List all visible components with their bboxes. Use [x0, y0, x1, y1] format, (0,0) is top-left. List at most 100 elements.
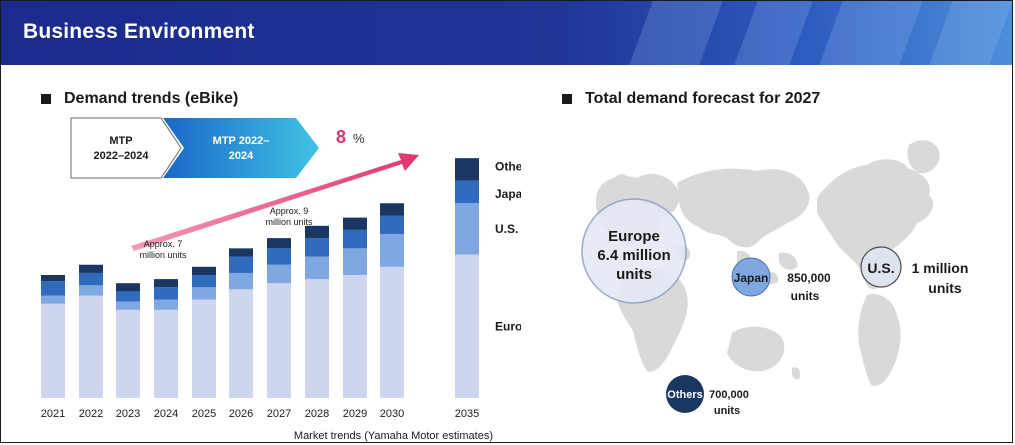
bar-2022-europe	[79, 295, 103, 398]
bubble-others	[666, 375, 704, 413]
bar-2028-others	[305, 225, 329, 239]
bullet-square-icon	[562, 94, 572, 104]
page-title: Business Environment	[23, 20, 255, 43]
bar-2035-us	[455, 203, 479, 255]
demand-trends-chart: MTP 2022–2024 MTP 2022– 2024 8 % 2021 202…	[41, 117, 521, 442]
right-section-title: Total demand forecast for 2027	[562, 90, 820, 108]
bar-2022-others	[79, 264, 103, 273]
bar-2026-us	[229, 272, 253, 290]
header-banner: Business Environment	[1, 1, 1012, 65]
growth-arrow-icon	[131, 153, 419, 251]
mtp-current-line1: MTP 2022–	[213, 135, 270, 147]
others-label-line3: units	[714, 405, 740, 417]
mtp-current-chevron	[163, 118, 319, 178]
legend-us: U.S.	[495, 222, 518, 236]
bar-2021-us	[41, 295, 65, 304]
bar-2023-europe	[116, 309, 140, 398]
x-tick-2022: 2022	[79, 408, 103, 420]
bubble-us	[860, 246, 902, 288]
bubble-europe	[581, 198, 687, 304]
bar-2035-europe	[455, 254, 479, 398]
x-tick-2024: 2024	[154, 408, 178, 420]
world-map-icon	[595, 140, 940, 386]
left-section-title: Demand trends (eBike)	[41, 90, 238, 108]
bar-2021-others	[41, 275, 65, 282]
bar-2027-us	[267, 264, 291, 284]
x-tick-2023: 2023	[116, 408, 140, 420]
bar-2029-europe	[343, 275, 367, 398]
japan-label-line3: units	[791, 289, 820, 303]
bar-2023-us	[116, 301, 140, 310]
annotation-2-line-1: Approx. 9	[270, 206, 309, 216]
annotation-1-line-1: Approx. 7	[144, 239, 183, 249]
bar-2030-europe	[380, 266, 404, 398]
bar-2027-japan	[267, 248, 291, 265]
bar-2025-japan	[192, 275, 216, 288]
legend-others: Others	[495, 159, 521, 173]
bullet-square-icon	[41, 94, 51, 104]
x-tick-2030: 2030	[380, 408, 404, 420]
right-section-title-text: Total demand forecast for 2027	[585, 90, 821, 107]
bar-2025-others	[192, 266, 216, 275]
mtp-current-line2: 2024	[229, 150, 254, 162]
europe-label-line3: units	[616, 266, 652, 283]
us-label-line2: 1 million	[912, 260, 969, 276]
growth-value: 8	[336, 127, 346, 147]
bar-2024-japan	[154, 287, 178, 300]
bubble-japan	[731, 257, 771, 297]
mtp-past-line2: 2022–2024	[93, 150, 149, 162]
bar-2028-europe	[305, 279, 329, 398]
x-tick-2028: 2028	[305, 408, 329, 420]
japan-label-line2: 850,000	[787, 271, 831, 285]
bars-group	[41, 158, 479, 398]
others-label-line1: Others	[667, 389, 702, 401]
bar-2028-japan	[305, 238, 329, 257]
bar-2026-others	[229, 248, 253, 257]
bar-2027-others	[267, 238, 291, 249]
europe-label-line1: Europe	[608, 228, 660, 245]
bar-2021-europe	[41, 303, 65, 398]
bar-2029-us	[343, 248, 367, 275]
mtp-past-chevron	[70, 117, 182, 179]
bar-2025-us	[192, 287, 216, 300]
us-label-line3: units	[928, 280, 962, 296]
japan-label-line1: Japan	[734, 271, 769, 285]
x-tick-2025: 2025	[192, 408, 216, 420]
bar-2026-europe	[229, 289, 253, 398]
bar-2030-japan	[380, 215, 404, 234]
source-note: Market trends (Yamaha Motor estimates)	[294, 430, 493, 442]
bar-2023-others	[116, 283, 140, 292]
bar-2029-japan	[343, 229, 367, 249]
bar-2035-japan	[455, 180, 479, 204]
legend-japan: Japan	[495, 187, 521, 201]
bar-2021-japan	[41, 281, 65, 296]
annotation-1-line-2: million units	[139, 250, 187, 260]
bar-2023-japan	[116, 291, 140, 302]
left-section-title-text: Demand trends (eBike)	[64, 90, 239, 107]
bar-2024-others	[154, 279, 178, 288]
bar-2024-us	[154, 299, 178, 310]
bar-2022-us	[79, 285, 103, 296]
x-tick-labels: 2021 2022 2023 2024 2025 2026 2027 2028 2029 2030…	[41, 408, 479, 420]
x-tick-2035: 2035	[455, 408, 479, 420]
bar-2025-europe	[192, 299, 216, 398]
annotation-2-line-2: million units	[265, 217, 313, 227]
others-label-line2: 700,000	[709, 389, 749, 401]
mtp-past-line1: MTP	[109, 135, 132, 147]
legend-europe: Europe	[495, 319, 521, 333]
bar-2030-us	[380, 234, 404, 267]
bar-2027-europe	[267, 283, 291, 398]
bar-2024-europe	[154, 309, 178, 398]
bar-2028-us	[305, 256, 329, 280]
us-label-line1: U.S.	[867, 260, 894, 276]
bar-2035-others	[455, 158, 479, 181]
europe-label-line2: 6.4 million	[597, 247, 670, 264]
bar-2029-others	[343, 217, 367, 230]
bar-2030-others	[380, 203, 404, 216]
x-tick-2026: 2026	[229, 408, 253, 420]
x-tick-2029: 2029	[343, 408, 367, 420]
x-tick-2021: 2021	[41, 408, 65, 420]
bar-2026-japan	[229, 256, 253, 273]
growth-unit: %	[353, 131, 365, 146]
